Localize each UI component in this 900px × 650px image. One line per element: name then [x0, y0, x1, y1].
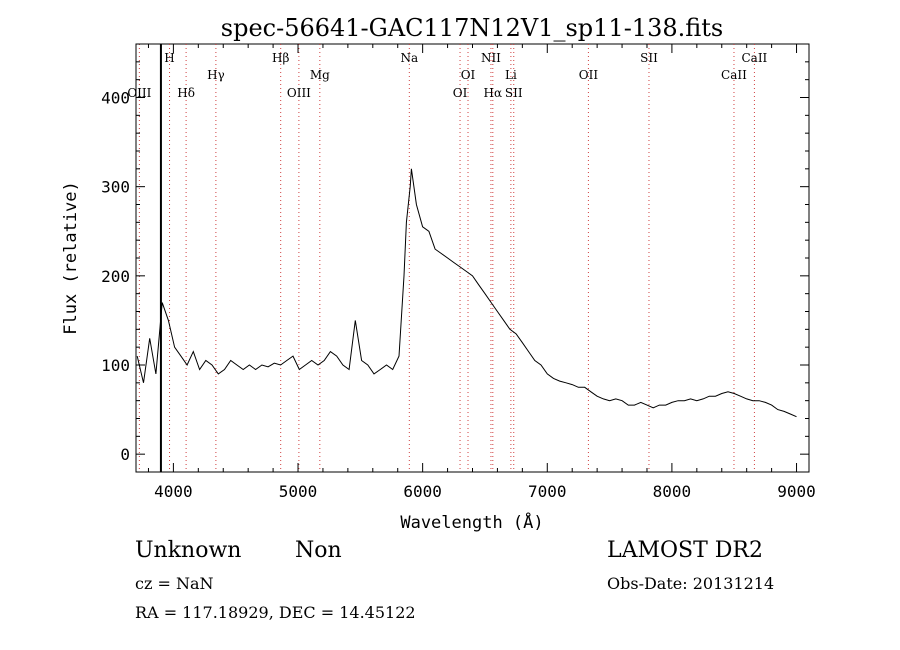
spectral-line-label: OIII	[127, 86, 151, 100]
x-tick-label: 5000	[279, 482, 318, 501]
spectral-line-label: CaII	[721, 68, 747, 82]
spectral-line-label: NII	[481, 51, 501, 65]
x-tick-label: 9000	[777, 482, 816, 501]
plot-frame	[135, 43, 810, 473]
spectral-line-label: Hδ	[177, 86, 195, 100]
y-tick-label: 0	[120, 445, 130, 464]
spectral-line-label: H	[164, 51, 174, 65]
x-tick-label: 8000	[653, 482, 692, 501]
spectral-line-label: OI	[461, 68, 476, 82]
spectral-line-label: Li	[505, 68, 517, 82]
observation-date: Obs-Date: 20131214	[607, 574, 775, 593]
spectral-line-label: Hα	[484, 86, 503, 100]
spectrum-series-line	[136, 168, 797, 418]
spectral-line-label: Hβ	[272, 51, 289, 65]
y-axis-label: Flux (relative)	[61, 181, 81, 335]
x-tick-label: 6000	[403, 482, 442, 501]
y-tick-label: 400	[101, 89, 130, 108]
ra-dec-coordinates: RA = 117.18929, DEC = 14.45122	[135, 603, 416, 622]
redshift-cz: cz = NaN	[135, 574, 214, 593]
object-class: Unknown	[135, 538, 242, 563]
x-axis-label: Wavelength (Å)	[400, 511, 543, 533]
x-tick-labels: 4000 5000 6000 7000 8000 9000	[154, 482, 816, 501]
y-tick-label: 100	[101, 356, 130, 375]
object-subclass: Non	[295, 538, 342, 563]
spectral-line-label: Mg	[310, 68, 330, 82]
spectral-line-label: Hγ	[207, 68, 225, 82]
chart-title: spec-56641-GAC117N12V1_sp11-138.fits	[221, 14, 723, 42]
spectral-line-label: SII	[505, 86, 523, 100]
y-tick-label: 300	[101, 178, 130, 197]
spectral-line-label: OIII	[287, 86, 311, 100]
spectral-line-label: SII	[640, 51, 658, 65]
spectral-line-label: OII	[579, 68, 599, 82]
spectral-line-label: CaII	[741, 51, 767, 65]
x-tick-label: 4000	[154, 482, 193, 501]
spectral-line-label: Na	[400, 51, 418, 65]
y-tick-label: 200	[101, 267, 130, 286]
x-tick-label: 7000	[528, 482, 567, 501]
survey-name: LAMOST DR2	[607, 538, 763, 563]
spectral-line-label: OI	[453, 86, 468, 100]
y-tick-labels: 0 100 200 300 400	[101, 89, 130, 465]
axis-ticks	[136, 43, 809, 473]
